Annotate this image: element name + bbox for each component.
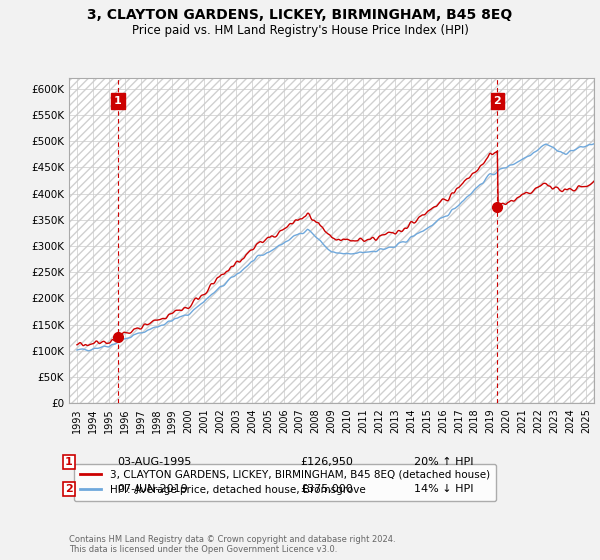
Text: 20% ↑ HPI: 20% ↑ HPI [414,457,473,467]
Text: Price paid vs. HM Land Registry's House Price Index (HPI): Price paid vs. HM Land Registry's House … [131,24,469,36]
Legend: 3, CLAYTON GARDENS, LICKEY, BIRMINGHAM, B45 8EQ (detached house), HPI: Average p: 3, CLAYTON GARDENS, LICKEY, BIRMINGHAM, … [74,464,496,501]
Text: Contains HM Land Registry data © Crown copyright and database right 2024.
This d: Contains HM Land Registry data © Crown c… [69,535,395,554]
Text: 1: 1 [65,457,73,467]
Text: 3, CLAYTON GARDENS, LICKEY, BIRMINGHAM, B45 8EQ: 3, CLAYTON GARDENS, LICKEY, BIRMINGHAM, … [88,8,512,22]
Text: 14% ↓ HPI: 14% ↓ HPI [414,484,473,494]
Text: £126,950: £126,950 [300,457,353,467]
Text: 1: 1 [114,96,122,106]
Text: £375,000: £375,000 [300,484,353,494]
Text: 2: 2 [65,484,73,494]
Text: 07-JUN-2019: 07-JUN-2019 [117,484,188,494]
Text: 03-AUG-1995: 03-AUG-1995 [117,457,191,467]
Text: 2: 2 [494,96,502,106]
